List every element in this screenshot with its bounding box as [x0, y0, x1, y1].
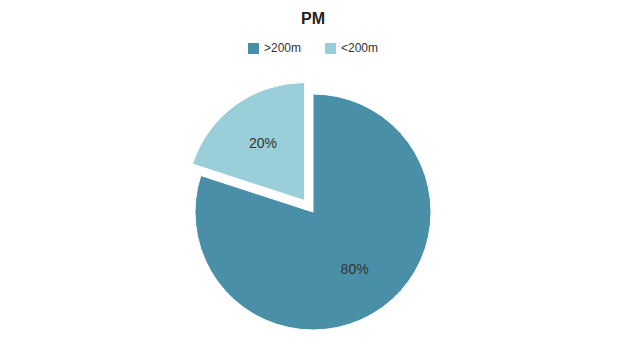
- legend-item: <200m: [325, 41, 378, 55]
- legend-swatch: [248, 43, 259, 54]
- chart: PM>200m <200m 80% 20%: [0, 0, 626, 353]
- legend-swatch: [325, 43, 336, 54]
- legend-item: >200m: [248, 41, 301, 55]
- slice: [192, 83, 304, 201]
- legend-label: >200m: [264, 41, 301, 55]
- data-label: 20%: [249, 135, 277, 151]
- pie: [192, 83, 431, 330]
- legend: >200m <200m: [248, 41, 378, 55]
- data-labels: 80% 20%: [249, 135, 369, 277]
- title: PM: [301, 10, 325, 27]
- legend-label: <200m: [341, 41, 378, 55]
- data-label: 80%: [341, 261, 369, 277]
